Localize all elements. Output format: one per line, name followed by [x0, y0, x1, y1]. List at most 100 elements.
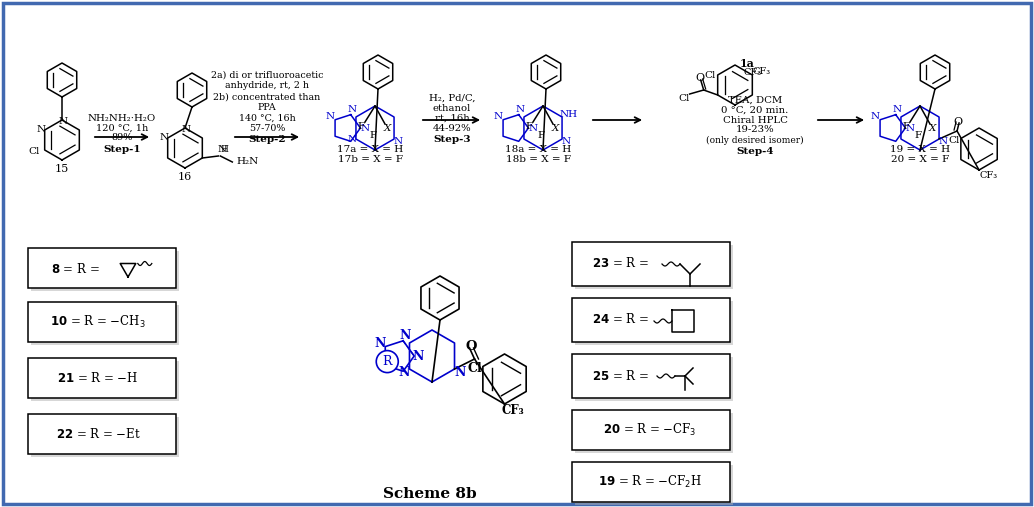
Text: H: H	[220, 144, 229, 154]
Text: N: N	[892, 105, 902, 115]
Text: N: N	[59, 117, 67, 126]
Text: N: N	[347, 135, 356, 144]
Circle shape	[376, 351, 398, 373]
Text: F: F	[538, 131, 545, 140]
Text: F: F	[358, 122, 365, 130]
Text: N: N	[36, 125, 45, 133]
FancyBboxPatch shape	[572, 242, 730, 286]
Text: $\mathbf{10}$ = R = $-$CH$_3$: $\mathbf{10}$ = R = $-$CH$_3$	[51, 314, 146, 330]
Text: O: O	[953, 117, 963, 127]
Text: N: N	[871, 112, 880, 121]
FancyBboxPatch shape	[30, 305, 179, 344]
FancyBboxPatch shape	[575, 356, 732, 401]
Text: N: N	[394, 137, 403, 146]
Text: Cl: Cl	[678, 93, 690, 102]
FancyBboxPatch shape	[28, 248, 176, 288]
Text: 18a = X = H: 18a = X = H	[505, 144, 571, 154]
Text: $\mathbf{8}$ = R =: $\mathbf{8}$ = R =	[51, 262, 99, 276]
FancyBboxPatch shape	[30, 360, 179, 401]
Text: CF₃: CF₃	[980, 171, 998, 180]
Text: Cl: Cl	[948, 136, 960, 145]
Text: N: N	[217, 145, 226, 154]
Text: 1a: 1a	[739, 57, 755, 68]
FancyBboxPatch shape	[575, 301, 732, 344]
Text: N: N	[454, 366, 465, 379]
Text: 17a = X = H: 17a = X = H	[337, 144, 403, 154]
FancyBboxPatch shape	[28, 302, 176, 342]
FancyBboxPatch shape	[30, 416, 179, 456]
Text: Step-2: Step-2	[248, 135, 285, 144]
Text: F: F	[369, 131, 376, 140]
Text: $\mathbf{22}$ = R = $-$Et: $\mathbf{22}$ = R = $-$Et	[56, 427, 141, 441]
Text: N: N	[398, 366, 409, 379]
Text: (only desired isomer): (only desired isomer)	[706, 135, 803, 144]
Text: R: R	[383, 355, 392, 368]
Text: 140 °C, 16h: 140 °C, 16h	[239, 114, 296, 123]
Text: PPA: PPA	[257, 102, 276, 112]
Text: $\mathbf{23}$ = R =: $\mathbf{23}$ = R =	[591, 256, 648, 270]
Text: N: N	[939, 137, 948, 146]
Text: Cl: Cl	[704, 70, 716, 80]
Text: 19-23%: 19-23%	[735, 126, 774, 134]
Text: CF₃: CF₃	[743, 68, 762, 77]
Text: anhydride, rt, 2 h: anhydride, rt, 2 h	[225, 81, 309, 90]
Text: 16: 16	[178, 172, 192, 182]
Text: O: O	[695, 73, 704, 83]
Text: Cl: Cl	[28, 147, 39, 156]
FancyBboxPatch shape	[3, 3, 1031, 504]
Text: N: N	[326, 112, 335, 121]
Text: Step-1: Step-1	[103, 144, 141, 154]
Text: NH₂NH₂·H₂O: NH₂NH₂·H₂O	[88, 114, 156, 123]
Text: O: O	[465, 340, 478, 352]
Text: Step-3: Step-3	[433, 134, 470, 143]
FancyBboxPatch shape	[572, 354, 730, 398]
FancyBboxPatch shape	[572, 410, 730, 450]
Text: ethanol: ethanol	[433, 103, 472, 113]
FancyBboxPatch shape	[575, 244, 732, 288]
Text: $\mathbf{19}$ = R = $-$CF$_2$H: $\mathbf{19}$ = R = $-$CF$_2$H	[598, 474, 702, 490]
Text: Scheme 8b: Scheme 8b	[384, 487, 477, 501]
Text: F: F	[914, 131, 921, 140]
Text: $\mathbf{24}$ = R =: $\mathbf{24}$ = R =	[591, 312, 648, 326]
Text: CF₃: CF₃	[753, 66, 771, 76]
Text: 89%: 89%	[112, 133, 132, 142]
Text: X: X	[551, 124, 558, 132]
Text: CF₃: CF₃	[501, 405, 524, 417]
Text: Cl: Cl	[467, 362, 482, 375]
Text: TEA, DCM: TEA, DCM	[728, 95, 782, 104]
Text: H₂N: H₂N	[237, 158, 258, 166]
Text: $\mathbf{25}$ = R =: $\mathbf{25}$ = R =	[591, 369, 648, 383]
Text: X: X	[384, 124, 391, 132]
FancyBboxPatch shape	[28, 358, 176, 398]
Text: 120 °C, 1h: 120 °C, 1h	[96, 124, 148, 132]
FancyBboxPatch shape	[30, 250, 179, 291]
Text: H₂, Pd/C,: H₂, Pd/C,	[429, 93, 476, 102]
Text: 19 = X = H: 19 = X = H	[890, 144, 950, 154]
Text: 0 °C, 20 min.: 0 °C, 20 min.	[722, 105, 789, 115]
Text: NH: NH	[560, 110, 578, 119]
Text: N: N	[374, 337, 386, 349]
Text: N: N	[413, 349, 424, 363]
Text: F: F	[525, 122, 533, 130]
Text: 44-92%: 44-92%	[432, 124, 472, 132]
Text: F: F	[903, 122, 910, 130]
Text: N: N	[347, 105, 357, 115]
Text: N: N	[361, 124, 370, 132]
Text: 2a) di or trifluoroacetic: 2a) di or trifluoroacetic	[211, 70, 324, 80]
Text: Step-4: Step-4	[736, 147, 773, 156]
Text: Chiral HPLC: Chiral HPLC	[723, 116, 788, 125]
Text: N: N	[528, 124, 538, 132]
Text: X: X	[929, 124, 936, 132]
Text: 15: 15	[55, 164, 69, 174]
FancyBboxPatch shape	[572, 298, 730, 342]
Text: N: N	[516, 105, 525, 115]
Text: 2b) concentrated than: 2b) concentrated than	[213, 92, 321, 101]
Text: N: N	[181, 125, 190, 133]
Text: 17b = X = F: 17b = X = F	[337, 155, 402, 163]
FancyBboxPatch shape	[572, 462, 730, 502]
Text: $\mathbf{20}$ = R = $-$CF$_3$: $\mathbf{20}$ = R = $-$CF$_3$	[603, 422, 697, 438]
Text: 18b = X = F: 18b = X = F	[506, 155, 571, 163]
Text: N: N	[399, 329, 410, 342]
Text: 20 = X = F: 20 = X = F	[891, 155, 949, 163]
FancyBboxPatch shape	[575, 413, 732, 453]
